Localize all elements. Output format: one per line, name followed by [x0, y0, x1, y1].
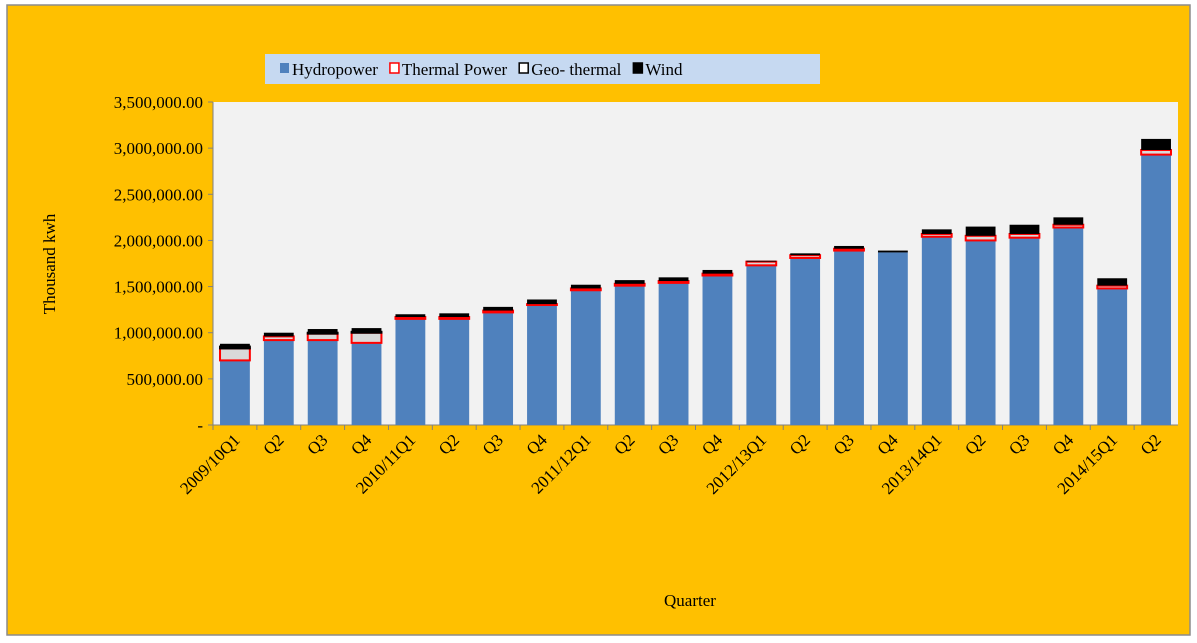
bar-segment — [877, 252, 908, 425]
bar-segment — [1141, 138, 1171, 150]
bar-segment — [1141, 154, 1171, 426]
bar-segment — [789, 254, 822, 259]
bar-segment — [569, 287, 602, 292]
bar-segment — [527, 299, 557, 305]
bar-segment — [1009, 237, 1040, 425]
bar-segment — [351, 328, 382, 332]
bar-segment — [701, 272, 734, 277]
bar-segment — [964, 234, 997, 242]
bar-segment — [526, 303, 558, 307]
legend-box — [265, 54, 820, 84]
bar-segment — [833, 247, 865, 252]
bar-segment — [570, 290, 601, 425]
bar-segment — [614, 285, 645, 425]
bar-segment — [920, 232, 953, 238]
bar-segment — [263, 340, 294, 425]
y-tick-label: 2,500,000.00 — [114, 185, 203, 204]
bar-segment — [307, 329, 338, 333]
bar-segment — [1097, 278, 1128, 286]
bar-segment — [483, 312, 514, 425]
bar-segment — [790, 253, 821, 256]
bar-segment — [745, 260, 778, 267]
bar-segment — [702, 269, 733, 274]
legend-swatch — [389, 62, 400, 74]
bar-segment — [1097, 288, 1128, 425]
bar-segment — [1140, 148, 1172, 156]
bar-segment — [220, 360, 250, 425]
bar-segment — [395, 314, 426, 318]
bar-segment — [657, 280, 690, 284]
bar-segment — [570, 284, 601, 289]
bar-segment — [746, 260, 777, 262]
bar-segment — [351, 342, 382, 425]
bar-segment — [350, 330, 383, 334]
y-tick-label: 1,500,000.00 — [114, 278, 203, 297]
bar-segment — [220, 343, 250, 347]
bar-segment — [1053, 217, 1084, 225]
y-tick-label: 1,000,000.00 — [114, 324, 203, 343]
y-tick-label: 3,500,000.00 — [114, 93, 203, 112]
bar-segment — [790, 257, 821, 425]
bar-segment — [658, 277, 689, 282]
bar-segment — [834, 245, 864, 249]
bar-segment — [439, 318, 470, 425]
y-tick-label: 500,000.00 — [127, 370, 204, 389]
bar-segment — [921, 236, 952, 425]
bar-segment — [306, 331, 339, 335]
bar-segment — [965, 226, 996, 236]
bar-segment — [746, 265, 777, 425]
legend-swatch — [632, 62, 644, 74]
bar-segment — [219, 347, 251, 362]
legend-label: Thermal Power — [402, 60, 508, 79]
bar-segment — [219, 345, 251, 350]
bar-segment — [1009, 224, 1040, 234]
y-tick-label: 2,000,000.00 — [114, 231, 203, 250]
bar-segment — [439, 313, 470, 318]
y-axis-label: Thousand kwh — [40, 213, 59, 314]
bar-segment — [482, 309, 515, 314]
bar-segment — [1008, 232, 1041, 239]
bar-segment — [1053, 227, 1084, 425]
bar-segment — [1052, 223, 1085, 229]
bar-segment — [702, 275, 733, 425]
bar-segment — [965, 240, 996, 425]
bar-segment — [921, 229, 952, 234]
bar-segment — [350, 331, 383, 344]
bar-segment — [658, 282, 689, 425]
y-tick-label: 3,000,000.00 — [114, 139, 203, 158]
bar-segment — [438, 316, 471, 320]
bar-segment — [834, 250, 864, 425]
y-tick-label: - — [197, 416, 203, 435]
bar-segment — [613, 282, 646, 287]
legend-label: Hydropower — [292, 60, 378, 79]
bar-segment — [1096, 284, 1129, 290]
legend-label: Wind — [645, 60, 683, 79]
bar-segment — [395, 318, 426, 425]
bar-segment — [262, 335, 295, 342]
bar-segment — [307, 340, 338, 425]
x-axis-label: Quarter — [664, 591, 716, 610]
bar-segment — [877, 250, 908, 253]
bar-segment — [527, 305, 557, 425]
bar-segment — [263, 332, 294, 337]
bar-segment — [614, 280, 645, 284]
bar-segment — [483, 306, 514, 311]
legend-swatch — [280, 63, 289, 73]
bar-segment — [394, 316, 427, 320]
legend-label: Geo- thermal — [531, 60, 621, 79]
legend-swatch — [518, 62, 529, 74]
